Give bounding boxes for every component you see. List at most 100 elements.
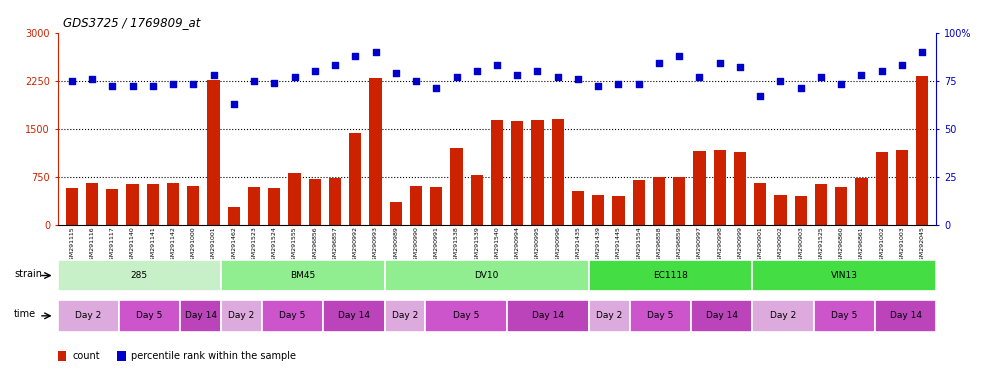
Point — [469, 68, 485, 74]
Point — [489, 62, 505, 68]
Bar — [385, 300, 425, 331]
Point — [124, 83, 140, 89]
Point — [894, 62, 910, 68]
Text: GDS3725 / 1769809_at: GDS3725 / 1769809_at — [63, 16, 200, 29]
Bar — [511, 121, 523, 225]
Point — [550, 74, 566, 80]
Text: Day 14: Day 14 — [185, 311, 217, 320]
Point — [286, 74, 302, 80]
Point — [712, 60, 728, 66]
Bar — [673, 177, 685, 225]
Bar — [86, 183, 98, 225]
Point — [226, 101, 242, 107]
Text: Day 2: Day 2 — [392, 311, 418, 320]
Point — [793, 85, 809, 91]
Bar — [752, 260, 936, 291]
Bar — [228, 207, 240, 225]
Point — [64, 78, 80, 84]
Point — [409, 78, 424, 84]
Point — [772, 78, 788, 84]
Bar — [58, 260, 221, 291]
Bar — [691, 300, 752, 331]
Point — [692, 74, 708, 80]
Text: Day 2: Day 2 — [596, 311, 622, 320]
Bar — [262, 300, 323, 331]
Text: Day 5: Day 5 — [647, 311, 674, 320]
Bar — [425, 300, 507, 331]
Point — [145, 83, 161, 89]
Point — [206, 72, 222, 78]
Point — [347, 53, 363, 59]
Bar — [752, 300, 814, 331]
Bar — [491, 120, 503, 225]
Bar — [532, 120, 544, 225]
Bar — [471, 175, 483, 225]
Bar — [117, 351, 125, 361]
Bar — [309, 179, 321, 225]
Bar — [589, 300, 630, 331]
Point — [732, 64, 747, 70]
Point — [307, 68, 323, 74]
Bar — [119, 300, 180, 331]
Bar — [58, 300, 119, 331]
Bar — [208, 80, 220, 225]
Point — [185, 81, 201, 88]
Bar — [268, 187, 280, 225]
Point — [570, 76, 585, 82]
Text: VIN13: VIN13 — [831, 271, 858, 280]
Bar — [390, 202, 402, 225]
Text: Day 5: Day 5 — [279, 311, 306, 320]
Point — [448, 74, 464, 80]
Point — [671, 53, 687, 59]
Bar — [180, 300, 221, 331]
Point — [833, 81, 849, 88]
Text: Day 2: Day 2 — [76, 311, 101, 320]
Bar — [794, 196, 807, 225]
Bar — [370, 78, 382, 225]
Bar — [815, 184, 827, 225]
Point — [530, 68, 546, 74]
Bar — [835, 187, 847, 225]
Point — [631, 81, 647, 88]
Point — [854, 72, 870, 78]
Point — [610, 81, 626, 88]
Bar — [714, 150, 726, 225]
Point — [84, 76, 100, 82]
Point — [428, 85, 444, 91]
Bar — [916, 76, 928, 225]
Text: time: time — [14, 309, 36, 319]
Bar — [288, 174, 300, 225]
Bar — [450, 148, 462, 225]
Bar — [106, 189, 118, 225]
Text: Day 2: Day 2 — [770, 311, 796, 320]
Point — [509, 72, 525, 78]
Bar — [653, 177, 665, 225]
Bar — [875, 300, 936, 331]
Bar — [410, 185, 422, 225]
Bar — [248, 187, 260, 225]
Bar — [694, 151, 706, 225]
Bar — [167, 183, 179, 225]
Bar — [552, 119, 564, 225]
Bar — [430, 187, 442, 225]
Bar — [592, 195, 604, 225]
Point — [165, 81, 181, 88]
Text: DV10: DV10 — [474, 271, 499, 280]
Bar — [58, 351, 67, 361]
Bar — [734, 152, 746, 225]
Point — [813, 74, 829, 80]
Point — [266, 79, 282, 86]
Bar — [774, 195, 786, 225]
Text: percentile rank within the sample: percentile rank within the sample — [131, 351, 296, 361]
Text: Day 5: Day 5 — [831, 311, 858, 320]
Point — [651, 60, 667, 66]
Text: Day 5: Day 5 — [453, 311, 479, 320]
Text: Day 5: Day 5 — [136, 311, 163, 320]
Bar — [612, 196, 624, 225]
Bar — [323, 300, 385, 331]
Text: 285: 285 — [131, 271, 148, 280]
Text: BM45: BM45 — [290, 271, 315, 280]
Bar — [876, 152, 888, 225]
Bar — [147, 184, 159, 225]
Bar — [66, 187, 78, 225]
